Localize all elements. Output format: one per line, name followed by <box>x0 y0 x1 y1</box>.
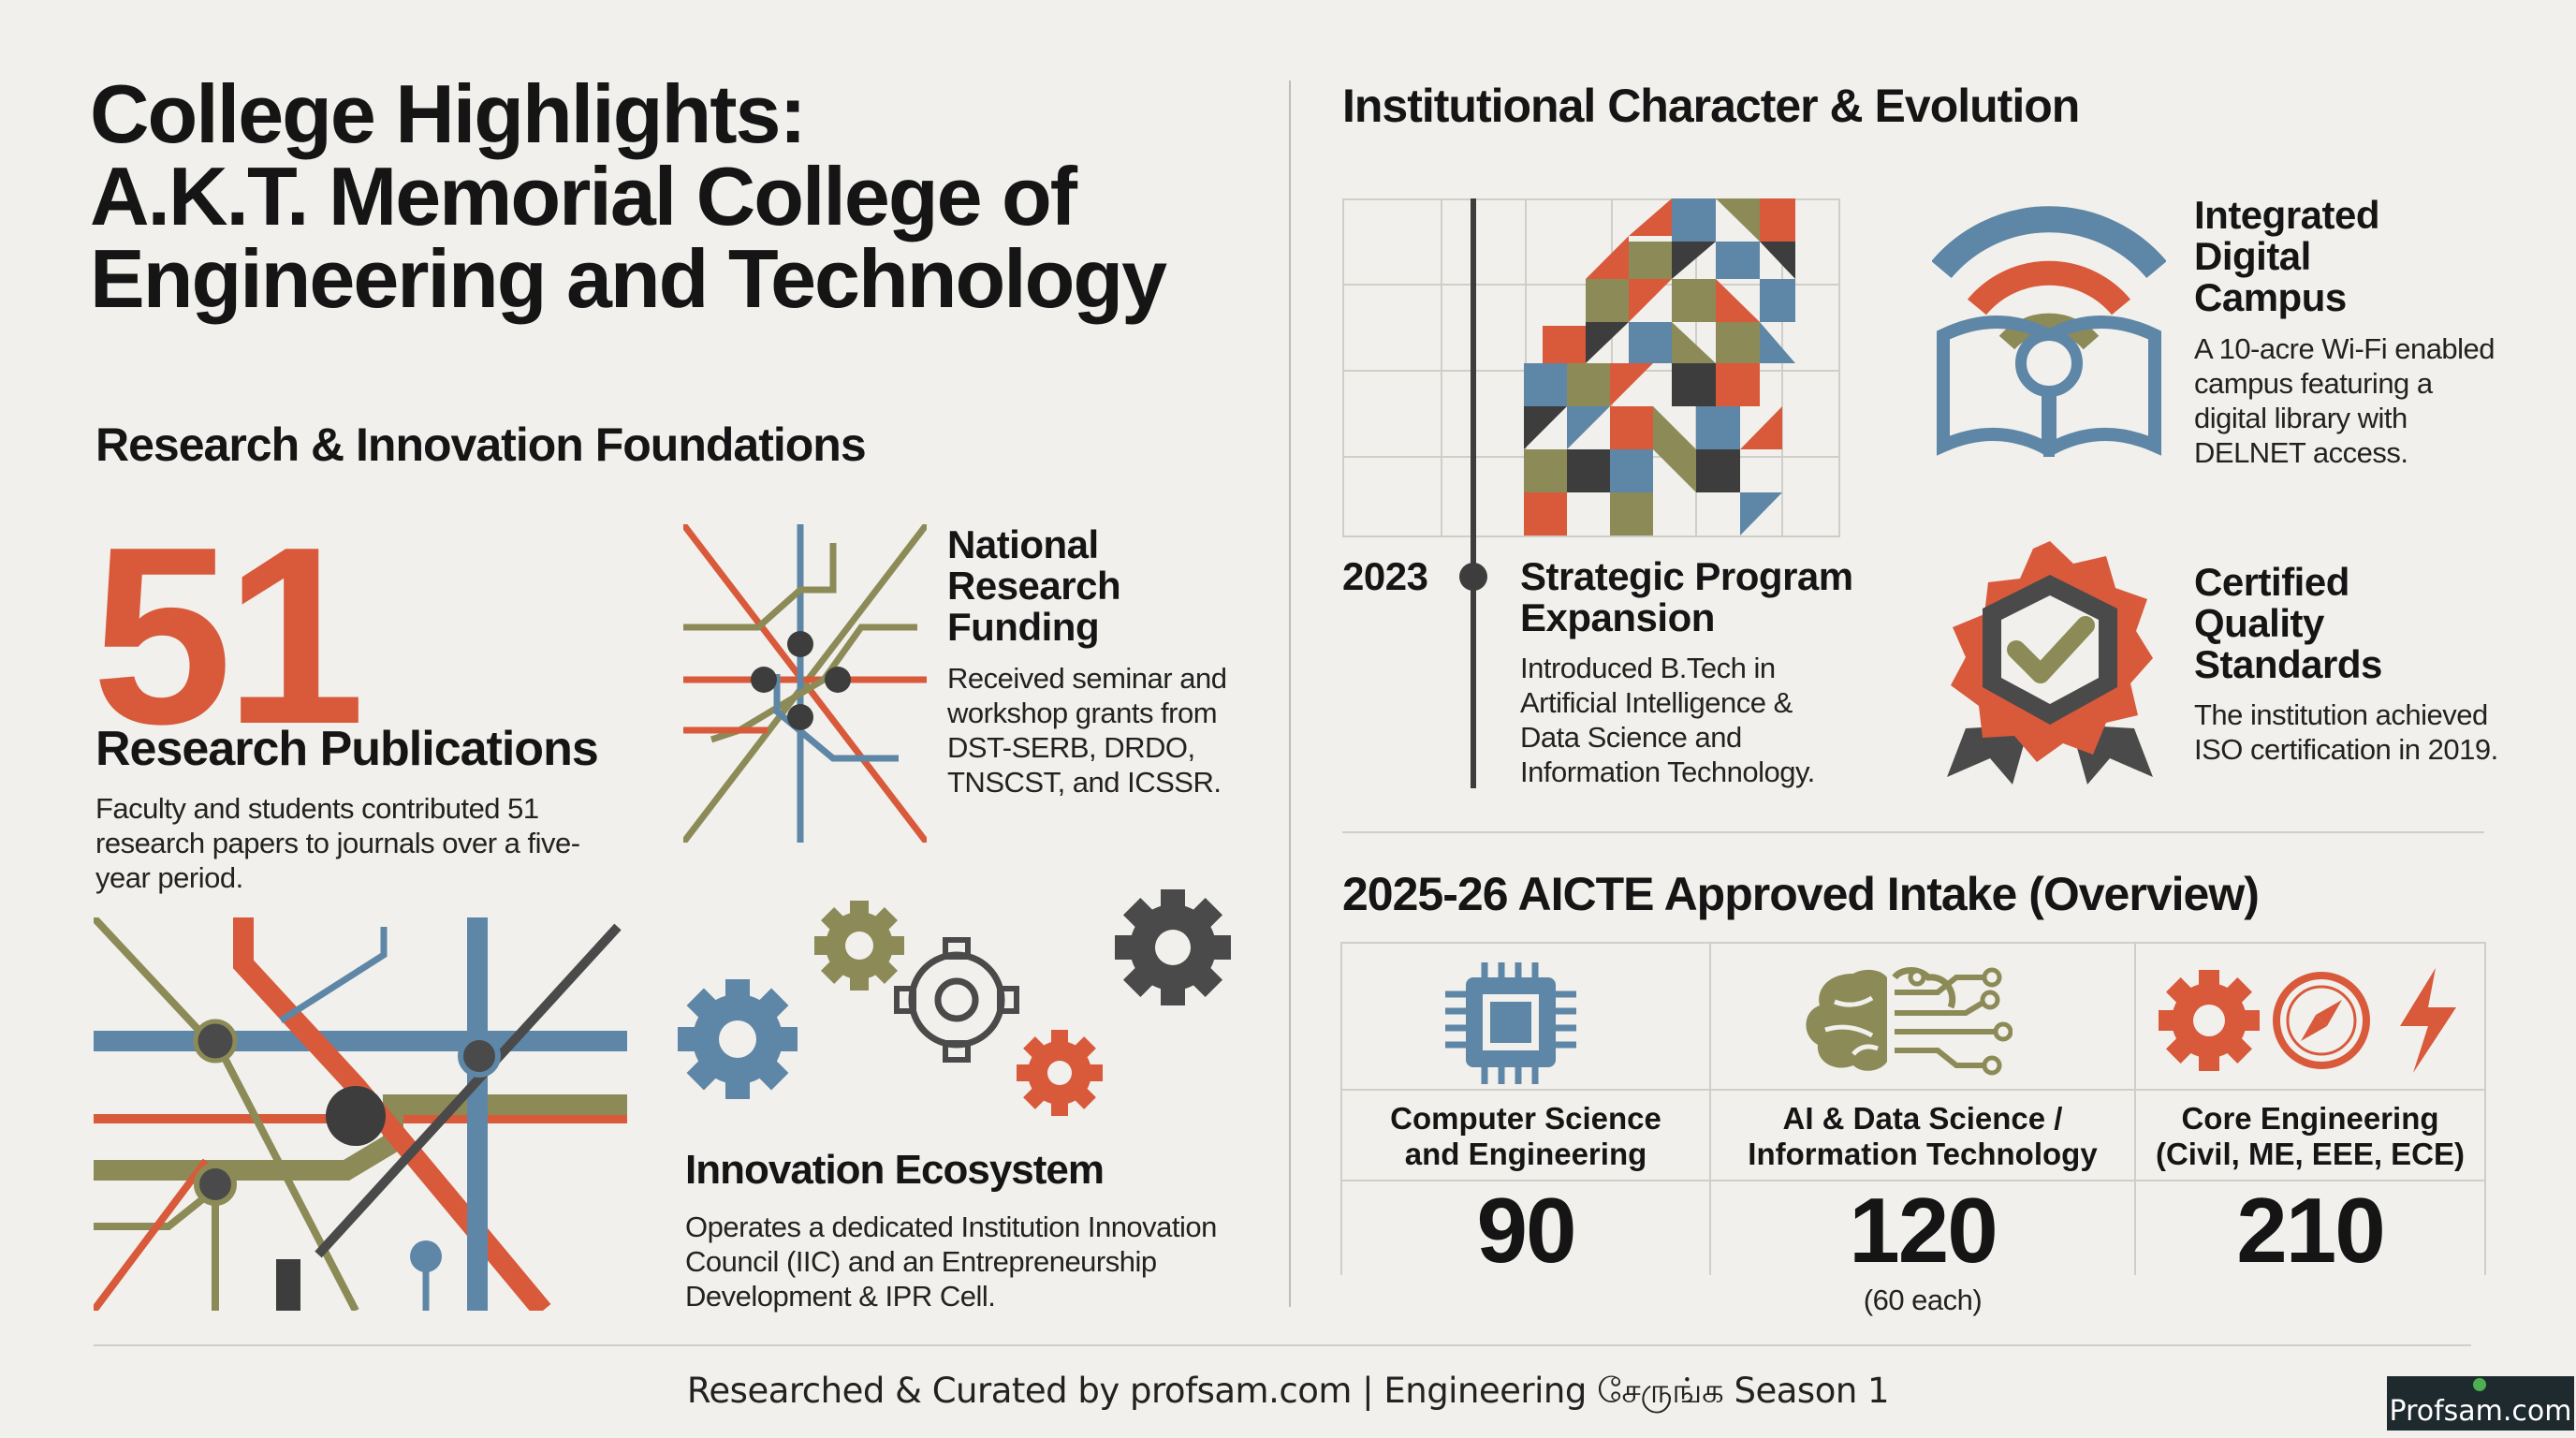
wifi-book-icon <box>1932 204 2166 457</box>
campus-title-line-1: Integrated <box>2194 193 2380 237</box>
mosaic-timeline-graphic <box>1342 198 1848 788</box>
intake-col-3-value: 210 <box>2236 1179 2386 1282</box>
campus-title-line-3: Campus <box>2194 275 2347 319</box>
funding-title-line-2: Research <box>947 564 1121 608</box>
page-title: College Highlights: A.K.T. Memorial Coll… <box>90 67 1167 325</box>
intake-col-2-name-line-1: AI & Data Science / <box>1782 1101 2063 1136</box>
publications-desc: Faculty and students contributed 51 rese… <box>95 792 580 894</box>
gear-icon <box>814 901 904 990</box>
intake-col-3-name-line-2: (Civil, ME, EEE, ECE) <box>2155 1137 2466 1171</box>
intake-table: Computer Science and Engineering AI & Da… <box>1340 942 2486 1316</box>
timeline-year: 2023 <box>1342 554 1428 598</box>
brain-circuit-icon <box>1797 964 2012 1077</box>
page-title-line-3: Engineering and Technology <box>90 232 1167 325</box>
gears-illustration <box>674 889 1236 1133</box>
transit-map-illustration <box>94 917 627 1311</box>
gear-icon <box>1017 1030 1103 1116</box>
compass-icon <box>2273 972 2370 1069</box>
quality-title-line-3: Standards <box>2194 642 2382 686</box>
intake-col-2-value: 120 <box>1849 1179 1998 1282</box>
funding-title-line-1: National <box>947 522 1099 566</box>
gear-icon <box>2159 970 2260 1071</box>
logo-leaf-icon <box>2473 1378 2486 1391</box>
institution-heading: Institutional Character & Evolution <box>1342 80 2080 132</box>
column-divider <box>1289 81 1291 1307</box>
certified-badge-icon <box>1947 541 2153 785</box>
intake-col-2-note: (60 each) <box>1863 1284 1983 1316</box>
profsam-logo[interactable]: Profsam.com <box>2387 1376 2574 1431</box>
logo-text: Profsam.com <box>2389 1395 2572 1428</box>
footer-credit: Researched & Curated by profsam.com | En… <box>686 1371 1890 1411</box>
publications-number: 51 <box>92 495 365 777</box>
funding-desc: Received seminar and workshop grants fro… <box>947 662 1227 799</box>
intake-col-2-name: AI & Data Science / Information Technolo… <box>1711 1101 2134 1172</box>
expansion-title-line-1: Strategic Program <box>1520 554 1853 598</box>
innovation-title: Innovation Ecosystem <box>685 1147 1105 1193</box>
intake-col-3-name-line-1: Core Engineering <box>2181 1101 2439 1136</box>
innovation-desc: Operates a dedicated Institution Innovat… <box>685 1211 1217 1313</box>
quality-title-line-1: Certified <box>2194 560 2349 604</box>
intake-col-2-name-line-2: Information Technology <box>1748 1137 2098 1171</box>
page-title-line-2: A.K.T. Memorial College of <box>90 150 1077 242</box>
campus-title: Integrated Digital Campus <box>2194 193 2380 319</box>
gear-icon <box>678 979 798 1099</box>
intake-heading: 2025-26 AICTE Approved Intake (Overview) <box>1342 868 2260 920</box>
publications-label: Research Publications <box>95 722 599 776</box>
section-divider <box>1342 831 2484 833</box>
network-icon <box>683 524 927 843</box>
page-title-line-1: College Highlights: <box>90 67 807 160</box>
funding-title-line-3: Funding <box>947 605 1100 649</box>
table-col-divider <box>1709 944 1711 1275</box>
intake-col-1-value: 90 <box>1476 1179 1576 1282</box>
intake-col-1-name-line-1: Computer Science <box>1390 1101 1661 1136</box>
expansion-title: Strategic Program Expansion <box>1520 556 1853 638</box>
footer-divider <box>94 1344 2471 1346</box>
table-row-divider <box>1342 1089 2484 1091</box>
quality-title: Certified Quality Standards <box>2194 562 2382 685</box>
campus-title-line-2: Digital <box>2194 234 2311 278</box>
expansion-desc: Introduced B.Tech in Artificial Intellig… <box>1520 652 1815 788</box>
intake-col-1-name-line-2: and Engineering <box>1404 1137 1647 1171</box>
intake-col-1-name: Computer Science and Engineering <box>1342 1101 1709 1172</box>
campus-desc: A 10-acre Wi-Fi enabled campus featuring… <box>2194 332 2496 469</box>
gear-icon <box>1115 889 1231 1005</box>
gear-icon <box>894 937 1019 1063</box>
quality-desc: The institution achieved ISO certificati… <box>2194 698 2498 766</box>
research-heading: Research & Innovation Foundations <box>95 418 867 471</box>
intake-col-3-name: Core Engineering (Civil, ME, EEE, ECE) <box>2136 1101 2484 1172</box>
gear-compass-bolt-icon <box>2155 964 2473 1077</box>
table-col-divider <box>2134 944 2136 1275</box>
funding-title: National Research Funding <box>947 522 1121 649</box>
quality-title-line-2: Quality <box>2194 601 2324 645</box>
bolt-icon <box>2400 968 2456 1073</box>
chip-icon <box>1445 962 1576 1084</box>
expansion-title-line-2: Expansion <box>1520 595 1715 639</box>
table-row-divider <box>1342 1180 2484 1181</box>
